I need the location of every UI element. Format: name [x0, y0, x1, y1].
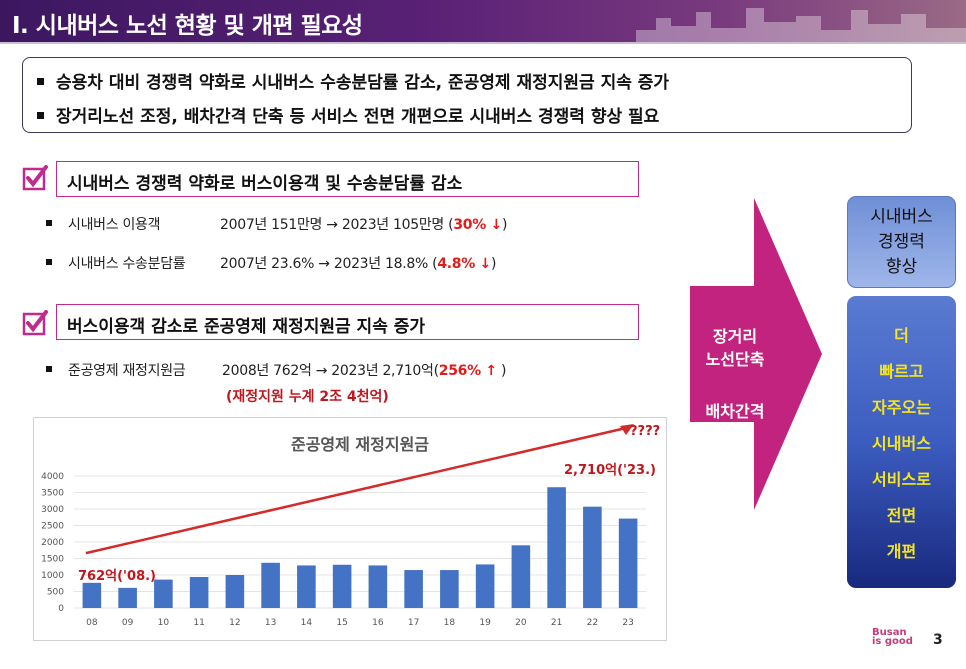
reform-box: 더 빠르고 자주오는 시내버스 서비스로 전면 개편: [847, 296, 956, 588]
bar-23: [618, 518, 638, 608]
x-tick-label: 11: [193, 618, 204, 628]
subsidy-bullet: 준공영제 재정지원금 2008년 762억 → 2023년 2,710억(256%…: [46, 360, 506, 380]
x-tick-label: 23: [622, 618, 633, 628]
bar-20: [511, 545, 531, 608]
start-annotation: 762억('08.): [78, 569, 156, 584]
x-tick-label: 20: [515, 618, 527, 628]
x-tick-label: 18: [444, 618, 456, 628]
summary-line-1: 승용차 대비 경쟁력 약화로 시내버스 수송분담률 감소, 준공영제 재정지원금…: [37, 68, 669, 93]
checkbox-icon: [22, 165, 48, 191]
x-tick-label: 16: [372, 618, 384, 628]
y-tick-label: 2000: [41, 538, 64, 548]
y-tick-label: 3000: [41, 505, 64, 515]
section-2-heading: 버스이용객 감소로 준공영제 재정지원금 지속 증가: [56, 304, 639, 340]
summary-line-2: 장거리노선 조정, 배차간격 단축 등 서비스 전면 개편으로 시내버스 경쟁력…: [37, 102, 659, 127]
competitiveness-box: 시내버스 경쟁력 향상: [847, 196, 956, 288]
ridership-bullet: 시내버스 이용객 2007년 151만명 → 2023년 105만명 (30% ↓…: [46, 214, 507, 234]
bullet-square-icon: [46, 259, 52, 265]
page-title: Ⅰ. 시내버스 노선 현황 및 개편 필요성: [12, 13, 363, 39]
x-tick-label: 12: [229, 618, 240, 628]
x-tick-label: 22: [587, 618, 598, 628]
trend-question-annotation: ????: [630, 424, 660, 439]
x-tick-label: 14: [301, 618, 313, 628]
y-tick-label: 3500: [41, 489, 64, 499]
y-tick-label: 1500: [41, 555, 64, 565]
bar-19: [475, 564, 495, 608]
y-tick-label: 0: [58, 604, 64, 614]
bar-22: [583, 506, 602, 608]
x-tick-label: 21: [551, 618, 562, 628]
trend-line: [85, 426, 627, 555]
bullet-square-icon: [37, 77, 44, 85]
subsidy-chart: 준공영제 재정지원금 0 500 1000 1500 2000 2500 3000 3500 40…: [33, 417, 667, 641]
section-1-heading: 시내버스 경쟁력 약화로 버스이용객 및 수송분담률 감소: [56, 161, 639, 197]
bar-21: [547, 487, 566, 608]
x-tick-label: 08: [86, 618, 98, 628]
arrow-text-headway: 배차간격 단축: [705, 402, 765, 444]
page-number: 3: [933, 632, 943, 648]
y-tick-label: 1000: [41, 571, 64, 581]
y-tick-label: 2500: [41, 522, 64, 532]
cumulative-subsidy-note: (재정지원 누계 2조 4천억): [226, 389, 389, 405]
end-annotation: 2,710억('23.): [564, 463, 656, 478]
big-right-arrow: [690, 198, 822, 510]
y-tick-label: 500: [47, 588, 64, 598]
title-bar: Ⅰ. 시내버스 노선 현황 및 개편 필요성: [0, 0, 966, 42]
bar-14: [297, 565, 316, 608]
checkbox-icon: [22, 310, 48, 336]
bar-18: [440, 570, 459, 608]
trend-arrowhead: [620, 424, 634, 435]
chart-title: 준공영제 재정지원금: [291, 435, 429, 454]
x-tick-label: 10: [158, 618, 170, 628]
x-tick-label: 13: [265, 618, 276, 628]
title-underline: [0, 42, 966, 44]
x-tick-label: 09: [122, 618, 134, 628]
bar-15: [332, 564, 352, 608]
bullet-square-icon: [46, 366, 52, 372]
bar-17: [404, 570, 423, 608]
bar-13: [261, 562, 280, 608]
arrow-text-route: 장거리 노선단축: [705, 327, 765, 369]
modal-share-bullet: 시내버스 수송분담률 2007년 23.6% → 2023년 18.8% (4.8…: [46, 253, 496, 273]
bar-12: [225, 575, 245, 608]
city-skyline-decoration: [636, 8, 966, 42]
x-tick-label: 19: [479, 618, 491, 628]
bar-10: [154, 579, 173, 608]
bullet-square-icon: [37, 111, 44, 119]
y-tick-label: 4000: [41, 472, 64, 482]
x-tick-label: 15: [336, 618, 347, 628]
summary-box: 승용차 대비 경쟁력 약화로 시내버스 수송분담률 감소, 준공영제 재정지원금…: [22, 57, 912, 133]
busan-logo: Busan is good: [872, 627, 913, 647]
bar-16: [368, 565, 388, 608]
x-tick-label: 17: [408, 618, 419, 628]
subsidy-chart-svg: 준공영제 재정지원금 0 500 1000 1500 2000 2500 3000 3500 40…: [41, 424, 660, 628]
bar-09: [118, 587, 137, 608]
bar-11: [189, 576, 209, 608]
bar-08: [82, 582, 102, 608]
bullet-square-icon: [46, 220, 52, 226]
